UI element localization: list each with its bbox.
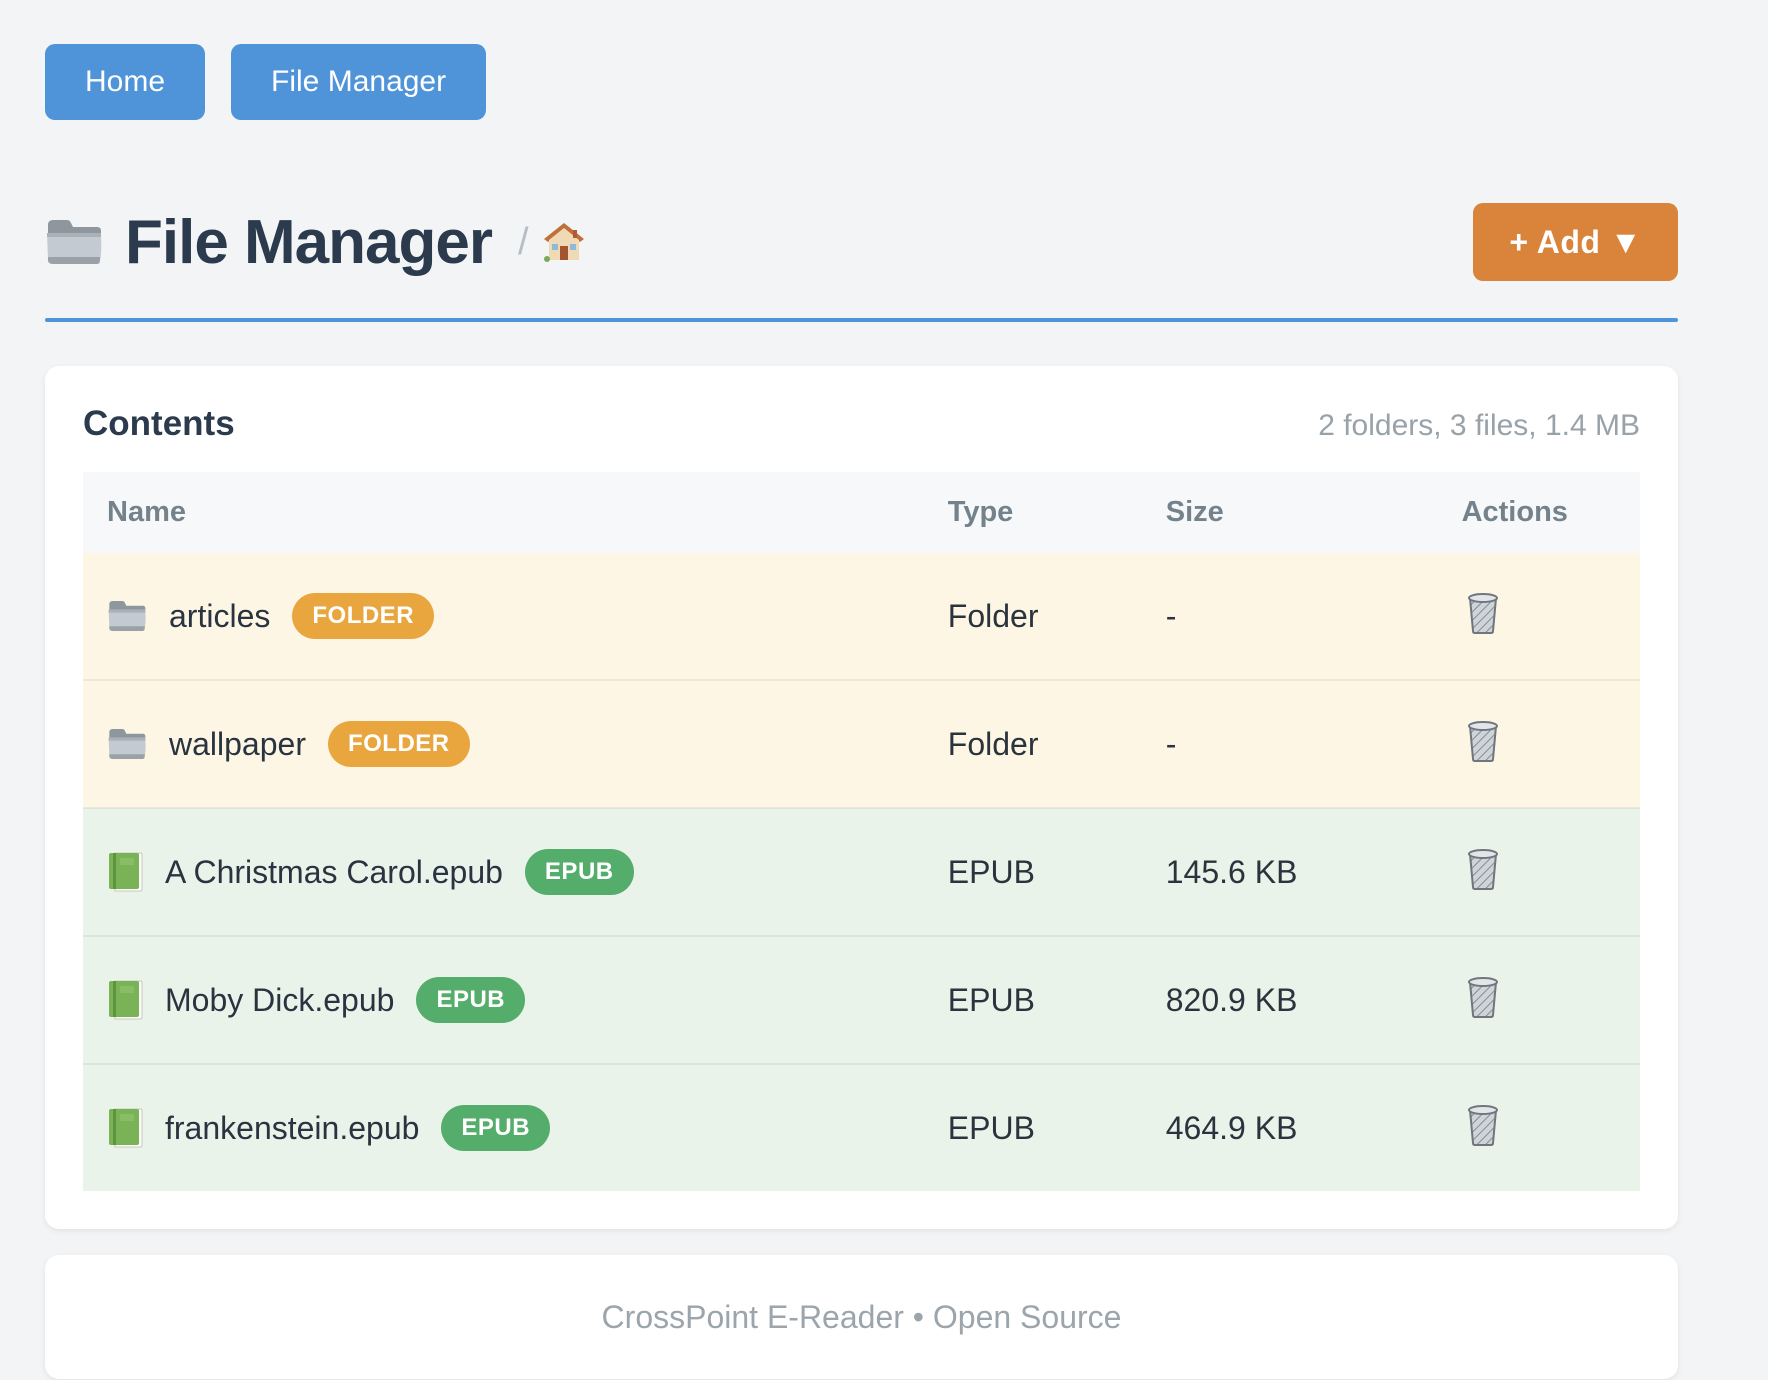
delete-button[interactable]: [1462, 974, 1504, 1020]
file-type: EPUB: [923, 807, 1142, 936]
breadcrumb: /: [518, 221, 585, 264]
file-type-badge: EPUB: [441, 1105, 551, 1151]
page-header: File Manager / + Add ▼: [45, 194, 1678, 290]
contents-card-header: Contents 2 folders, 3 files, 1.4 MB: [83, 404, 1640, 444]
green-book-icon: [107, 1107, 143, 1149]
delete-button[interactable]: [1462, 1102, 1504, 1148]
file-type: EPUB: [923, 935, 1142, 1064]
table-row[interactable]: Moby Dick.epub EPUB EPUB 820.9 KB: [83, 935, 1640, 1064]
table-row[interactable]: frankenstein.epub EPUB EPUB 464.9 KB: [83, 1063, 1640, 1191]
file-name[interactable]: Moby Dick.epub: [165, 981, 395, 1018]
column-header-size: Size: [1141, 472, 1438, 553]
table-header-row: Name Type Size Actions: [83, 472, 1640, 553]
file-size: 820.9 KB: [1141, 935, 1438, 1064]
file-type: Folder: [923, 679, 1142, 808]
home-icon[interactable]: [543, 222, 585, 262]
top-nav: Home File Manager: [45, 44, 1678, 120]
footer-text: CrossPoint E-Reader • Open Source: [601, 1298, 1122, 1335]
file-size: 145.6 KB: [1141, 807, 1438, 936]
nav-home-button[interactable]: Home: [45, 44, 206, 120]
table-row[interactable]: articles FOLDER Folder -: [83, 553, 1640, 680]
trash-icon: [1466, 848, 1500, 890]
name-cell: frankenstein.epub EPUB: [107, 1105, 900, 1151]
breadcrumb-separator: /: [518, 220, 529, 263]
name-cell: wallpaper FOLDER: [107, 721, 900, 767]
header-divider: [45, 318, 1678, 322]
file-type-badge: FOLDER: [327, 721, 470, 767]
file-size: -: [1141, 679, 1438, 808]
page-title-group: File Manager /: [45, 207, 585, 278]
table-row[interactable]: A Christmas Carol.epub EPUB EPUB 145.6 K…: [83, 807, 1640, 936]
file-size: 464.9 KB: [1141, 1063, 1438, 1191]
contents-heading: Contents: [83, 404, 235, 443]
column-header-name: Name: [83, 472, 924, 553]
footer: CrossPoint E-Reader • Open Source: [45, 1255, 1678, 1379]
delete-button[interactable]: [1462, 846, 1504, 892]
file-name[interactable]: frankenstein.epub: [165, 1109, 420, 1146]
table-row[interactable]: wallpaper FOLDER Folder -: [83, 679, 1640, 808]
file-name[interactable]: wallpaper: [169, 725, 306, 762]
name-cell: articles FOLDER: [107, 593, 900, 639]
green-book-icon: [107, 979, 143, 1021]
green-book-icon: [107, 851, 143, 893]
file-name[interactable]: A Christmas Carol.epub: [165, 853, 503, 890]
name-cell: Moby Dick.epub EPUB: [107, 977, 900, 1023]
contents-summary: 2 folders, 3 files, 1.4 MB: [1318, 409, 1640, 442]
delete-button[interactable]: [1462, 718, 1504, 764]
trash-icon: [1466, 720, 1500, 762]
file-type: EPUB: [923, 1063, 1142, 1191]
column-header-type: Type: [923, 472, 1142, 553]
contents-card: Contents 2 folders, 3 files, 1.4 MB Name…: [45, 366, 1678, 1229]
table-body: articles FOLDER Folder -: [83, 553, 1640, 1191]
file-size: -: [1141, 553, 1438, 680]
nav-file-manager-button[interactable]: File Manager: [231, 44, 487, 120]
trash-icon: [1466, 976, 1500, 1018]
trash-icon: [1466, 1104, 1500, 1146]
file-type-badge: FOLDER: [292, 593, 435, 639]
file-type-badge: EPUB: [524, 849, 634, 895]
folder-icon: [107, 599, 147, 633]
file-name[interactable]: articles: [169, 597, 271, 634]
column-header-actions: Actions: [1437, 472, 1640, 553]
file-type-badge: EPUB: [416, 977, 526, 1023]
name-cell: A Christmas Carol.epub EPUB: [107, 849, 900, 895]
page-title: File Manager: [125, 207, 493, 277]
file-type: Folder: [923, 553, 1142, 680]
file-table: Name Type Size Actions: [83, 472, 1640, 1191]
folder-icon: [45, 217, 103, 267]
delete-button[interactable]: [1462, 590, 1504, 636]
folder-icon: [107, 727, 147, 761]
page: Home File Manager File Manager /: [45, 44, 1678, 1379]
trash-icon: [1466, 592, 1500, 634]
add-button[interactable]: + Add ▼: [1473, 203, 1678, 281]
